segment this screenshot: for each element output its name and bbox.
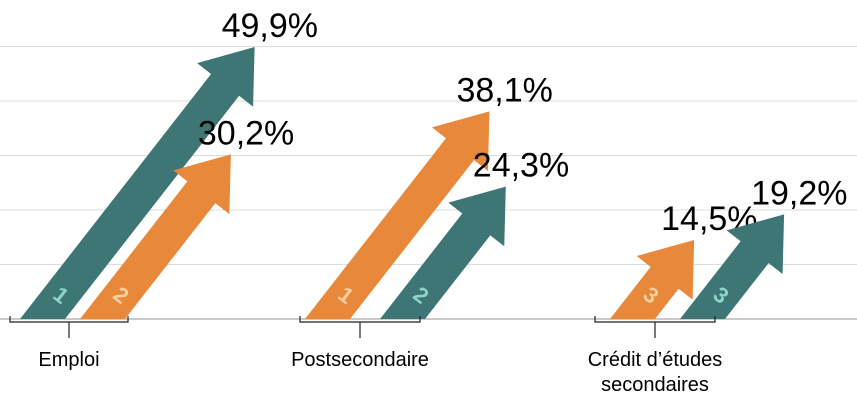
category-label: Postsecondaire — [291, 349, 429, 371]
category-label: Emploi — [38, 349, 99, 371]
arrow — [305, 111, 490, 319]
value-label: 30,2% — [198, 114, 294, 152]
category-label: Crédit d’études — [588, 349, 723, 371]
arrow — [610, 239, 695, 319]
group-bracket — [9, 316, 129, 338]
arrow — [380, 186, 506, 319]
arrow — [80, 154, 231, 319]
arrow — [680, 214, 785, 319]
arrow — [20, 47, 255, 320]
category-label: secondaires — [601, 374, 709, 396]
value-label: 38,1% — [456, 71, 552, 109]
value-label: 19,2% — [751, 174, 847, 212]
value-label: 49,9% — [222, 7, 318, 45]
group-bracket — [594, 316, 716, 338]
value-label: 24,3% — [473, 147, 569, 185]
group-bracket — [299, 316, 421, 338]
